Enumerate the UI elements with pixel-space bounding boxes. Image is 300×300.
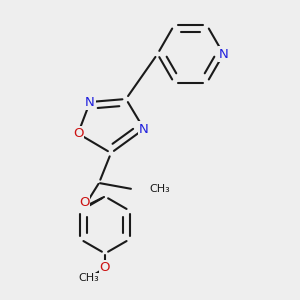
Text: CH₃: CH₃ <box>149 184 170 194</box>
Text: CH₃: CH₃ <box>79 273 100 284</box>
Text: O: O <box>100 261 110 274</box>
Text: N: N <box>85 95 95 109</box>
Text: O: O <box>79 196 89 209</box>
Text: N: N <box>139 122 149 136</box>
Text: N: N <box>219 47 228 61</box>
Text: O: O <box>73 127 83 140</box>
